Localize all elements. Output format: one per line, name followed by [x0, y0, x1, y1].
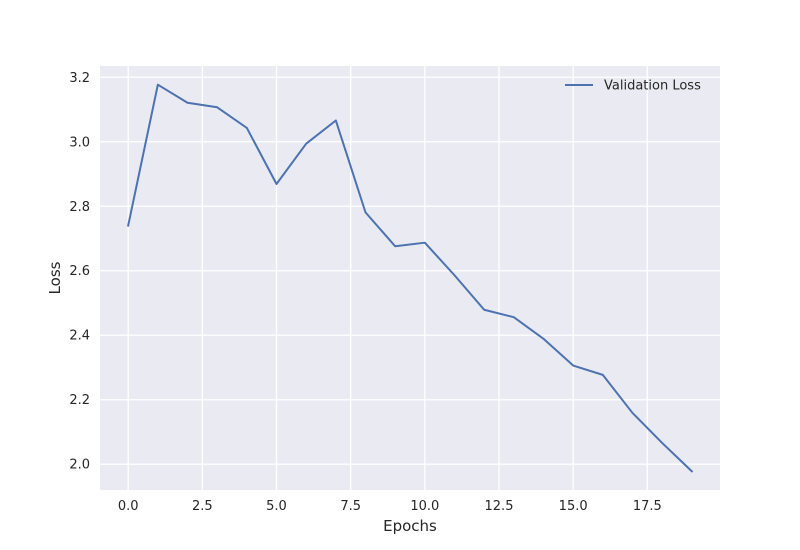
x-tick-label: 2.5 — [192, 499, 213, 514]
series-line-validation-loss — [126, 83, 694, 473]
x-tick-label: 0.0 — [118, 499, 139, 514]
y-tick-label: 2.6 — [69, 264, 90, 279]
x-tick-label: 7.5 — [340, 499, 361, 514]
legend: Validation Loss — [565, 79, 701, 94]
y-tick-label: 2.8 — [69, 200, 90, 215]
y-tick-label: 2.4 — [69, 329, 90, 344]
y-axis-ticks: 2.0 2.2 2.4 2.6 2.8 3.0 3.2 — [69, 71, 90, 473]
series-lines — [126, 83, 694, 473]
legend-label: Validation Loss — [604, 79, 701, 94]
y-tick-label: 3.2 — [69, 71, 90, 86]
grid-lines — [100, 66, 720, 490]
y-tick-label: 3.0 — [69, 135, 90, 150]
x-tick-label: 10.0 — [410, 499, 439, 514]
plot-background — [100, 66, 720, 490]
x-tick-label: 5.0 — [266, 499, 287, 514]
x-tick-label: 15.0 — [559, 499, 588, 514]
y-tick-label: 2.0 — [69, 458, 90, 473]
x-axis-ticks: 0.0 2.5 5.0 7.5 10.0 12.5 15.0 17.5 — [118, 499, 662, 514]
x-tick-label: 17.5 — [633, 499, 662, 514]
y-axis-label: Loss — [46, 261, 64, 294]
x-tick-label: 12.5 — [485, 499, 514, 514]
x-axis-label: Epochs — [383, 517, 437, 535]
y-tick-label: 2.2 — [69, 393, 90, 408]
